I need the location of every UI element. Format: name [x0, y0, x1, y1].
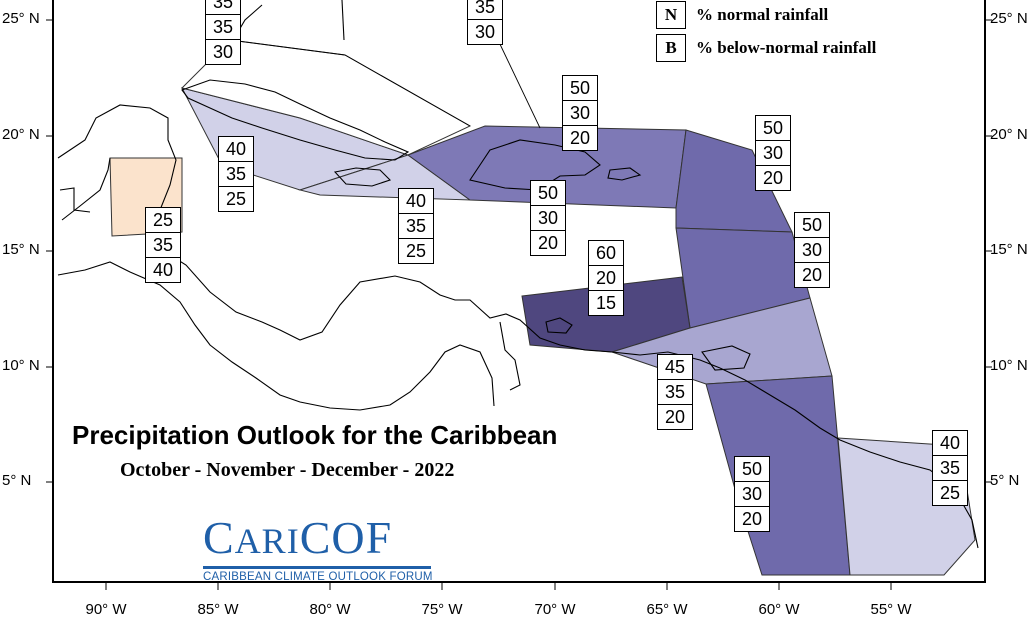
map-subtitle: October - November - December - 2022 — [120, 459, 455, 481]
prob-value: 30 — [795, 237, 829, 262]
lon-label: 80° W — [309, 601, 351, 618]
prob-box-windward-islands: 50 30 20 — [794, 212, 830, 288]
prob-value: 30 — [756, 140, 790, 165]
prob-value: 30 — [563, 100, 597, 125]
prob-value: 20 — [531, 230, 565, 255]
legend-text-below: % below-normal rainfall — [696, 38, 877, 57]
prob-box-leeward-islands: 50 30 20 — [755, 115, 791, 191]
prob-box-french-guiana: 40 35 25 — [932, 430, 968, 506]
prob-box-bahamas-west: 35 35 30 — [205, 0, 241, 65]
region-guyana — [705, 375, 851, 576]
prob-value: 35 — [658, 379, 692, 404]
prob-value: 20 — [735, 506, 769, 531]
tick-marks — [46, 19, 992, 590]
legend-normal: N % normal rainfall — [656, 1, 828, 29]
prob-value: 25 — [933, 480, 967, 505]
lat-label-left: 10° N — [2, 357, 40, 374]
prob-value: 20 — [563, 125, 597, 150]
lat-label-right: 5° N — [990, 472, 1020, 489]
lat-label-right: 25° N — [990, 10, 1028, 27]
prob-value: 20 — [795, 262, 829, 287]
prob-value: 35 — [399, 213, 433, 238]
lon-label: 85° W — [197, 601, 239, 618]
prob-value: 35 — [146, 232, 180, 257]
logo-underline — [203, 566, 431, 569]
prob-value: 25 — [152, 210, 174, 230]
prob-value: 50 — [801, 215, 823, 235]
prob-value: 30 — [206, 39, 240, 64]
prob-box-hispaniola-south: 50 30 20 — [530, 180, 566, 256]
map-title: Precipitation Outlook for the Caribbean — [72, 420, 558, 450]
prob-value: 25 — [219, 186, 253, 211]
prob-value: 50 — [762, 118, 784, 138]
prob-box-cuba: 40 35 25 — [218, 136, 254, 212]
lat-label-left: 25° N — [2, 10, 40, 27]
prob-box-trinidad: 45 35 20 — [657, 354, 693, 430]
leader-lines — [229, 39, 541, 129]
prob-value: 20 — [756, 165, 790, 190]
logo-wordmark: CARICOF — [203, 512, 393, 563]
prob-box-guyana: 50 30 20 — [734, 456, 770, 532]
lon-label: 55° W — [870, 601, 912, 618]
legend-below: B % below-normal rainfall — [656, 34, 876, 62]
prob-value: 40 — [225, 139, 247, 159]
logo-tagline: CARIBBEAN CLIMATE OUTLOOK FORUM — [203, 571, 433, 583]
prob-box-hispaniola-north: 50 30 20 — [562, 75, 598, 151]
prob-box-abc-islands: 60 20 15 — [588, 240, 624, 316]
lat-label-right: 10° N — [990, 357, 1028, 374]
legend-text-normal: % normal rainfall — [696, 5, 829, 24]
prob-value: 30 — [468, 19, 502, 44]
legend-key-below: B — [656, 34, 686, 62]
prob-value: 40 — [146, 257, 180, 282]
prob-value: 40 — [405, 191, 427, 211]
prob-value: 35 — [219, 161, 253, 186]
prob-value: 30 — [531, 205, 565, 230]
prob-box-belize: 25 35 40 — [145, 207, 181, 283]
lon-label: 60° W — [758, 601, 800, 618]
lat-label-left: 5° N — [2, 472, 32, 489]
prob-value: 45 — [664, 357, 686, 377]
lat-label-left: 15° N — [2, 241, 40, 258]
prob-box-bahamas-east: 35 30 — [467, 0, 503, 45]
prob-box-jamaica: 40 35 25 — [398, 188, 434, 264]
prob-value: 50 — [569, 78, 591, 98]
prob-value: 25 — [399, 238, 433, 263]
prob-value: 20 — [589, 265, 623, 290]
prob-value: 15 — [589, 290, 623, 315]
prob-value: 60 — [595, 243, 617, 263]
lon-label: 65° W — [646, 601, 688, 618]
prob-value: 35 — [206, 14, 240, 39]
prob-value: 35 — [933, 455, 967, 480]
lat-label-left: 20° N — [2, 126, 40, 143]
prob-value: 35 — [212, 0, 234, 12]
prob-value: 50 — [537, 183, 559, 203]
lon-label: 70° W — [534, 601, 576, 618]
lat-label-right: 20° N — [990, 126, 1028, 143]
caricof-logo: CARICOF CARIBBEAN CLIMATE OUTLOOK FORUM — [203, 515, 435, 583]
prob-value: 30 — [735, 481, 769, 506]
prob-value: 20 — [658, 404, 692, 429]
lon-label: 75° W — [421, 601, 463, 618]
legend-key-normal: N — [656, 1, 686, 29]
prob-value: 40 — [939, 433, 961, 453]
lat-label-right: 15° N — [990, 241, 1028, 258]
lon-label: 90° W — [85, 601, 127, 618]
prob-value: 35 — [474, 0, 496, 17]
prob-value: 50 — [741, 459, 763, 479]
